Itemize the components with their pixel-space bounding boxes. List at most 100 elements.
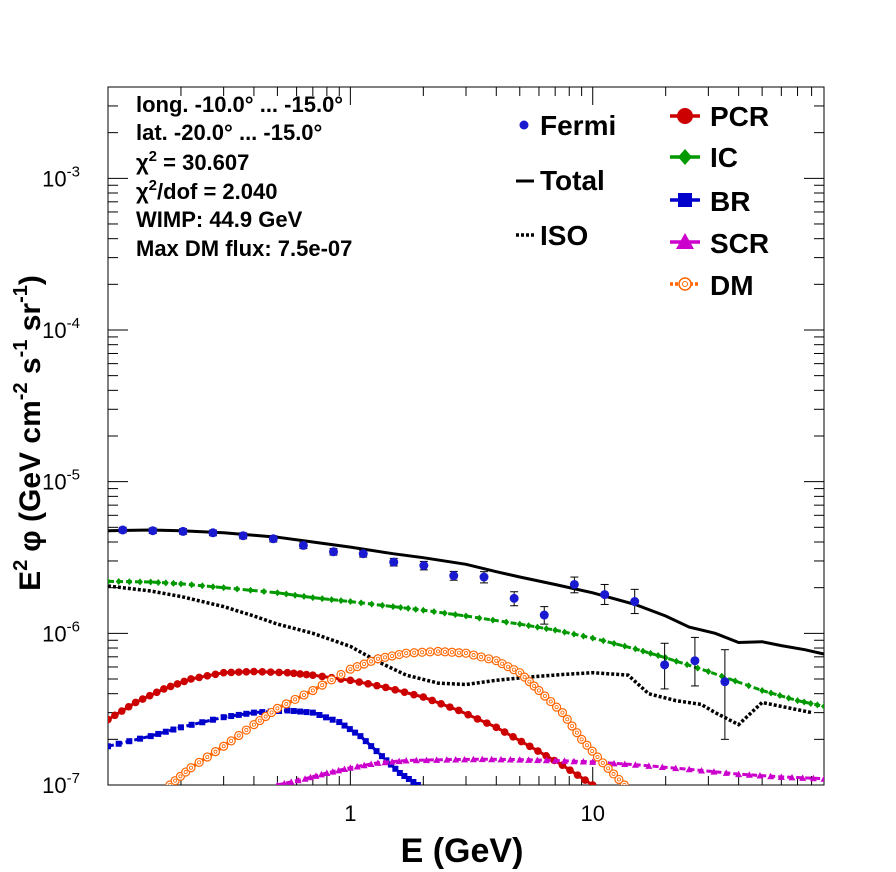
fermi-point	[329, 547, 339, 557]
marker-ic	[684, 661, 691, 669]
marker-inner-dm	[397, 652, 402, 657]
series-line-total	[108, 528, 824, 656]
marker-dm	[308, 685, 318, 696]
marker-ic	[108, 577, 111, 585]
marker-ic	[199, 582, 206, 590]
marker-inner-dm	[404, 651, 409, 656]
marker-inner-dm	[486, 656, 491, 661]
marker-inner-dm	[369, 659, 374, 664]
marker-inner-dm	[443, 649, 448, 654]
marker-dm	[226, 736, 236, 746]
marker-scr	[452, 756, 460, 763]
marker-ic	[767, 689, 774, 697]
fermi-point	[208, 528, 218, 538]
marker-scr	[735, 770, 743, 778]
marker-dm	[567, 721, 577, 731]
marker-scr	[710, 768, 718, 775]
marker-pcr	[373, 681, 381, 690]
fermi-points	[118, 525, 730, 740]
marker-scr	[551, 757, 559, 764]
marker-pcr	[242, 668, 251, 676]
marker-pcr	[289, 669, 298, 678]
marker-br	[137, 735, 144, 742]
marker-pcr	[428, 696, 436, 705]
marker-br	[323, 714, 330, 721]
marker-ic	[580, 632, 587, 640]
marker-scr	[542, 756, 550, 764]
marker-pcr	[492, 723, 501, 732]
marker-br	[392, 765, 399, 772]
marker-ic	[694, 664, 701, 672]
marker-scr	[388, 758, 396, 765]
marker-ic	[412, 605, 419, 613]
marker-scr	[497, 755, 505, 763]
marker-inner-dm	[275, 706, 280, 711]
marker-inner-dm	[570, 723, 575, 728]
marker-dm	[598, 758, 608, 768]
marker-scr	[621, 760, 629, 768]
marker-scr	[402, 757, 410, 764]
y-tick-label: 10-5	[42, 467, 80, 495]
marker-pcr	[410, 690, 418, 699]
marker-pcr	[573, 771, 582, 779]
marker-dm	[603, 763, 613, 773]
marker-scr	[353, 762, 361, 770]
marker-inner-dm	[450, 650, 455, 655]
marker-scr	[346, 764, 354, 771]
marker-pcr	[454, 706, 463, 715]
marker-pcr	[108, 715, 112, 724]
marker-inner-dm	[188, 765, 193, 770]
marker-scr	[698, 766, 706, 774]
legend-iso-label: ISO	[540, 220, 588, 251]
legend-dm-marker	[678, 277, 692, 291]
marker-inner-dm	[269, 710, 274, 715]
marker-pcr	[526, 742, 534, 751]
marker-scr	[685, 765, 693, 773]
marker-dm	[557, 708, 568, 718]
marker-pcr	[364, 680, 372, 688]
marker-inner-dm	[383, 655, 388, 660]
marker-dm	[546, 696, 556, 707]
fermi-point	[358, 549, 368, 559]
marker-pcr	[250, 667, 258, 676]
marker-br	[352, 729, 359, 736]
marker-ic	[309, 594, 316, 602]
marker-dm	[540, 691, 550, 701]
fermi-point	[660, 660, 670, 670]
marker-ic	[115, 578, 122, 586]
legend-ic-label: IC	[710, 142, 738, 173]
marker-dm	[577, 734, 587, 744]
marker-ic	[732, 677, 739, 685]
marker-ic	[621, 642, 628, 650]
marker-br	[250, 709, 257, 716]
marker-br	[362, 738, 369, 745]
series-total	[108, 528, 824, 656]
marker-scr	[645, 762, 653, 769]
marker-ic	[525, 622, 532, 630]
marker-pcr	[275, 668, 283, 677]
marker-scr	[506, 756, 514, 763]
marker-scr	[281, 779, 288, 785]
marker-ic	[821, 702, 824, 710]
marker-inner-dm	[263, 714, 268, 719]
marker-inner-dm	[173, 778, 178, 783]
marker-br	[170, 726, 177, 733]
fermi-point	[600, 590, 610, 600]
marker-br	[126, 738, 133, 745]
marker-inner-dm	[362, 661, 367, 666]
marker-dm	[272, 703, 283, 713]
marker-br	[297, 708, 304, 715]
marker-pcr	[227, 668, 236, 677]
legend-dm-label: DM	[710, 270, 754, 301]
marker-scr	[672, 764, 680, 772]
marker-ic	[807, 699, 814, 707]
y-axis-title: E2φ (GeV cm-2 s-1 sr-1)	[10, 275, 47, 591]
marker-ic	[368, 600, 375, 608]
marker-ic	[639, 647, 646, 655]
marker-pcr	[346, 676, 355, 685]
marker-dm	[336, 669, 346, 680]
marker-pcr	[283, 668, 292, 677]
marker-inner-dm	[338, 672, 343, 677]
marker-dm	[425, 647, 435, 657]
marker-ic	[147, 578, 154, 586]
